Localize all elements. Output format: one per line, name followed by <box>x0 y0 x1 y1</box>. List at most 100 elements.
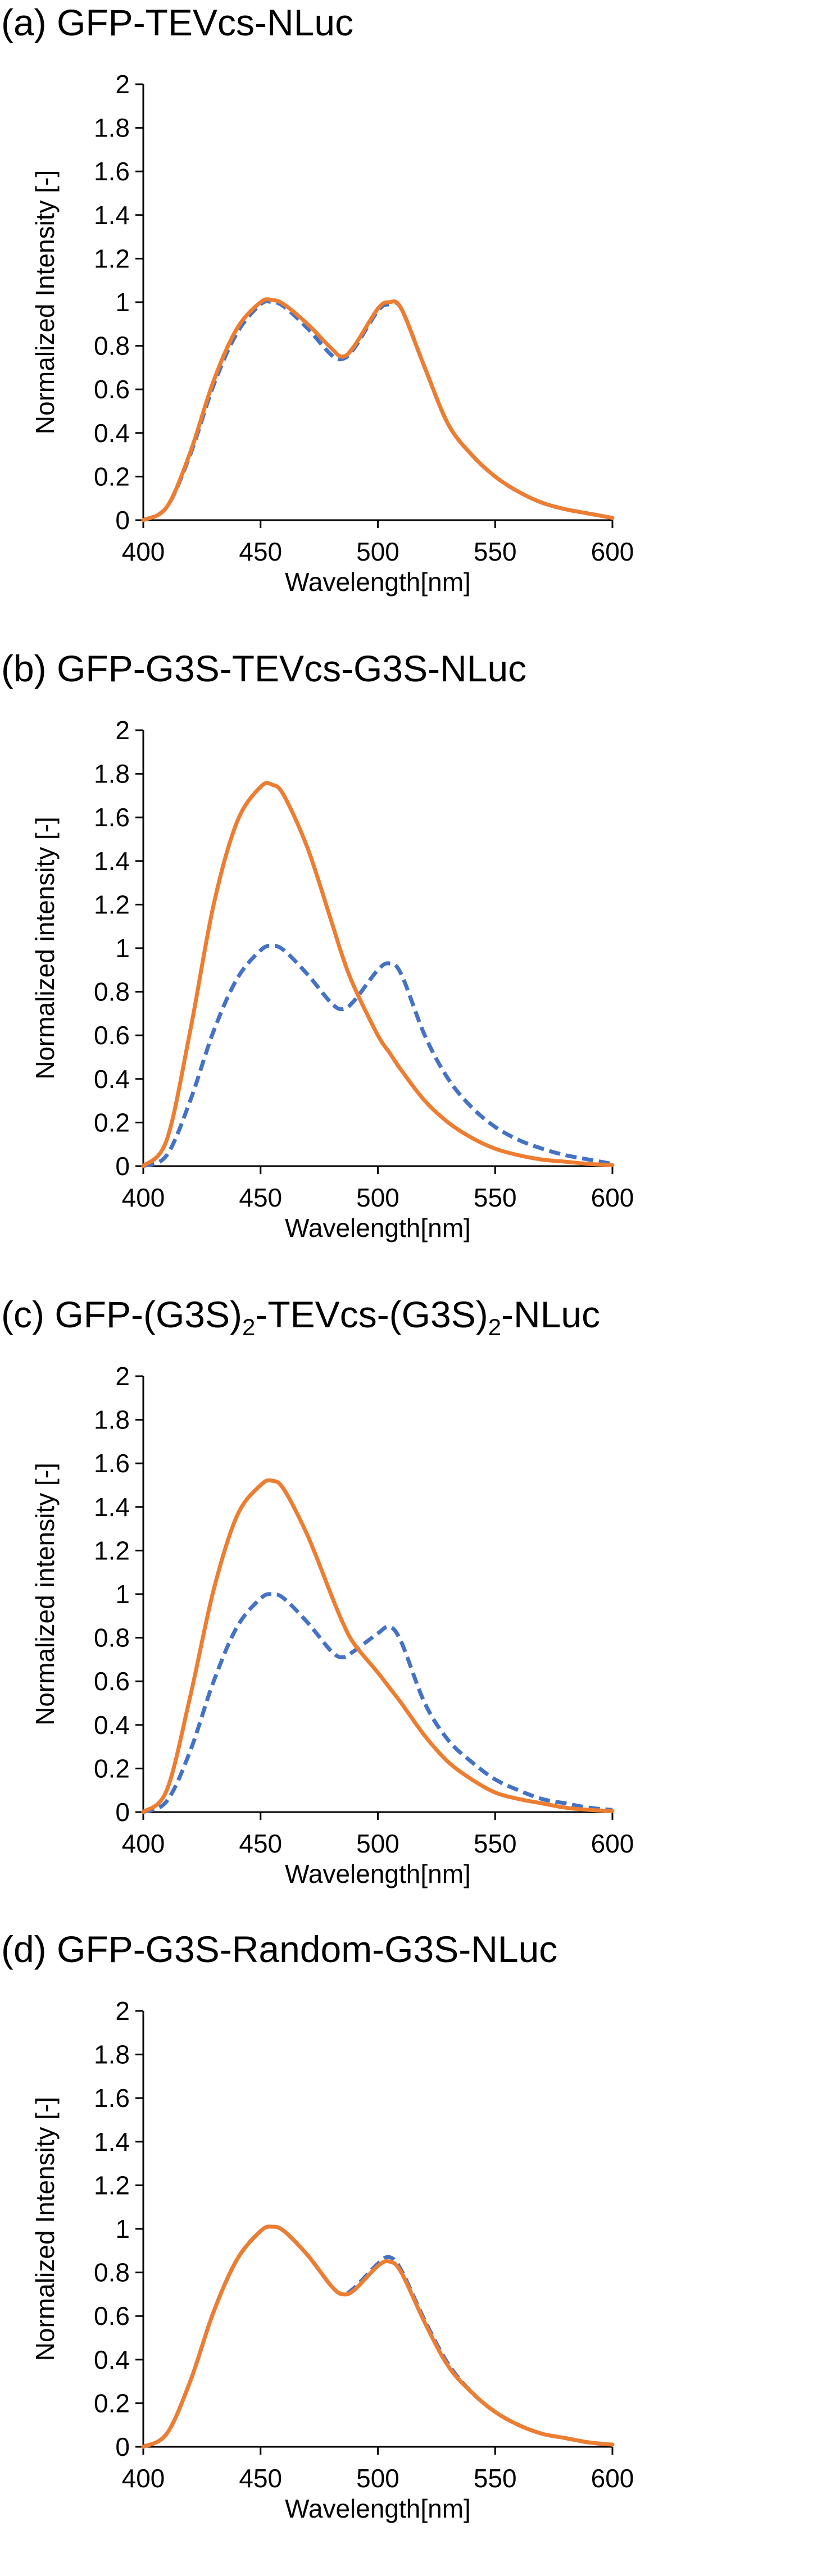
chart-title-text: GFP-G3S-TEVcs-G3S-NLuc <box>57 648 527 689</box>
x-tick-label: 600 <box>591 2464 634 2493</box>
y-tick-label: 0.8 <box>94 2258 130 2287</box>
y-tick-label: 1.4 <box>94 1492 130 1522</box>
y-tick-label: 0.6 <box>94 1021 130 1050</box>
x-tick-label: 550 <box>474 1183 517 1212</box>
chart-title: (c) GFP-(G3S)2-TEVcs-(G3S)2-NLuc <box>1 1292 600 1350</box>
y-axis-label: Normalized Intensity [-] <box>30 170 60 434</box>
chart-title: (a) GFP-TEVcs-NLuc <box>1 0 353 45</box>
series-line-solid <box>141 1478 615 1814</box>
panel-label: (d) <box>1 1928 47 1970</box>
y-tick-label: 0.4 <box>94 1710 130 1740</box>
y-tick-label: 0.4 <box>94 1064 130 1094</box>
y-tick-label: 1.4 <box>94 846 130 876</box>
x-tick-label: 600 <box>591 1183 634 1212</box>
chart-title-part: GFP-(G3S) <box>54 1294 242 1335</box>
y-tick-label: 0.6 <box>94 1667 130 1696</box>
series-line-solid <box>141 2224 615 2449</box>
y-tick-label: 2 <box>115 70 130 99</box>
chart-title-part: -TEVcs-(G3S) <box>255 1294 488 1335</box>
chart-panel-c: (c) GFP-(G3S)2-TEVcs-(G3S)2-NLuc 0 0.2 0.4… <box>0 1292 813 1941</box>
y-tick-label: 0 <box>115 506 130 535</box>
y-tick-label: 0.2 <box>94 1754 130 1783</box>
x-axis-label: Wavelength[nm] <box>285 1859 471 1888</box>
y-tick-label: 2 <box>115 1996 130 2026</box>
panel-label: (b) <box>1 648 47 689</box>
chart-title: (b) GFP-G3S-TEVcs-G3S-NLuc <box>1 646 526 691</box>
y-tick-label: 1.8 <box>94 1405 130 1435</box>
y-tick-label: 1.6 <box>94 157 130 186</box>
y-tick-label: 1.6 <box>94 803 130 832</box>
series-line-dashed <box>142 2224 613 2449</box>
panel-label: (a) <box>1 2 47 43</box>
x-tick-label: 450 <box>239 1829 282 1858</box>
y-tick-label: 1.6 <box>94 2083 130 2113</box>
y-tick-label: 1 <box>115 2214 130 2243</box>
y-tick-label: 0.8 <box>94 331 130 361</box>
y-tick-label: 0.4 <box>94 418 130 448</box>
x-tick-label: 400 <box>122 2464 165 2493</box>
y-tick-label: 1.2 <box>94 244 130 273</box>
y-tick-label: 1.8 <box>94 759 130 789</box>
y-tick-label: 0 <box>115 1797 130 1827</box>
x-tick-label: 600 <box>591 537 634 566</box>
chart-title-text: GFP-G3S-Random-G3S-NLuc <box>57 1928 558 1970</box>
x-tick-label: 500 <box>356 2464 399 2493</box>
series-line-solid <box>141 781 615 1168</box>
y-axis-label: Normalized intensity [-] <box>30 817 60 1080</box>
y-tick-label: 2 <box>115 716 130 745</box>
y-tick-label: 0 <box>115 1152 130 1181</box>
y-tick-label: 1.2 <box>94 2170 130 2200</box>
y-tick-label: 1.2 <box>94 1536 130 1565</box>
chart-b: 0 0.2 0.4 0.6 0.8 1 1.2 1.4 1.6 1.8 2 400 450 500 550 6… <box>30 716 634 1243</box>
x-tick-label: 550 <box>474 537 517 566</box>
chart-title-subscript: 2 <box>488 1314 502 1341</box>
y-tick-label: 1.8 <box>94 2040 130 2069</box>
x-tick-label: 600 <box>591 1829 634 1858</box>
y-tick-label: 1.6 <box>94 1449 130 1478</box>
chart-panel-b: (b) GFP-G3S-TEVcs-G3S-NLuc 0 0.2 0.4 0.6 0.8… <box>0 646 813 1295</box>
x-tick-label: 550 <box>474 1829 517 1858</box>
y-tick-label: 0.8 <box>94 977 130 1007</box>
x-tick-label: 400 <box>122 537 165 566</box>
y-tick-label: 1 <box>115 934 130 963</box>
x-tick-label: 450 <box>239 2464 282 2493</box>
x-tick-label: 400 <box>122 1829 165 1858</box>
chart-title-text: GFP-TEVcs-NLuc <box>57 2 354 43</box>
y-tick-label: 0.8 <box>94 1623 130 1653</box>
x-tick-label: 500 <box>356 537 399 566</box>
y-axis-label: Normalized Intensity [-] <box>30 2097 60 2361</box>
chart-panel-d: (d) GFP-G3S-Random-G3S-NLuc 0 0.2 0.4 0.6 0.… <box>0 1927 813 2576</box>
y-tick-label: 0.6 <box>94 2301 130 2331</box>
x-tick-label: 500 <box>356 1183 399 1212</box>
chart-title-part: -NLuc <box>501 1294 601 1335</box>
x-tick-label: 550 <box>474 2464 517 2493</box>
y-tick-label: 0.4 <box>94 2345 130 2374</box>
series-line-solid <box>141 297 615 522</box>
chart-title: (d) GFP-G3S-Random-G3S-NLuc <box>1 1927 557 1972</box>
x-tick-label: 400 <box>122 1183 165 1212</box>
y-tick-label: 0.2 <box>94 1108 130 1137</box>
chart-c: 0 0.2 0.4 0.6 0.8 1 1.2 1.4 1.6 1.8 2 400 450 500 550 6… <box>30 1362 634 1888</box>
chart-title-subscript: 2 <box>242 1314 256 1341</box>
chart-panel-a: (a) GFP-TEVcs-NLuc 0 0.2 0.4 0.6 0.8 1 1.2 1.4 1… <box>0 0 813 649</box>
y-tick-label: 0.2 <box>94 2388 130 2418</box>
x-axis-label: Wavelength[nm] <box>285 2494 471 2523</box>
y-tick-label: 1.8 <box>94 113 130 143</box>
x-tick-label: 450 <box>239 537 282 566</box>
chart-d: 0 0.2 0.4 0.6 0.8 1 1.2 1.4 1.6 1.8 2 400 450 500 550 6… <box>30 1996 634 2523</box>
y-tick-label: 0.2 <box>94 462 130 491</box>
x-axis-label: Wavelength[nm] <box>285 567 471 597</box>
y-tick-label: 2 <box>115 1362 130 1391</box>
y-tick-label: 1.2 <box>94 890 130 919</box>
y-tick-label: 0 <box>115 2432 130 2461</box>
panel-label: (c) <box>1 1294 44 1335</box>
series-line-dashed <box>142 299 613 522</box>
y-tick-label: 1.4 <box>94 201 130 230</box>
y-tick-label: 1 <box>115 1580 130 1609</box>
series-line-dashed <box>142 944 613 1168</box>
y-tick-label: 0.6 <box>94 375 130 404</box>
y-axis-label: Normalized intensity [-] <box>30 1463 60 1726</box>
y-tick-label: 1.4 <box>94 2127 130 2156</box>
x-tick-label: 500 <box>356 1829 399 1858</box>
x-tick-label: 450 <box>239 1183 282 1212</box>
